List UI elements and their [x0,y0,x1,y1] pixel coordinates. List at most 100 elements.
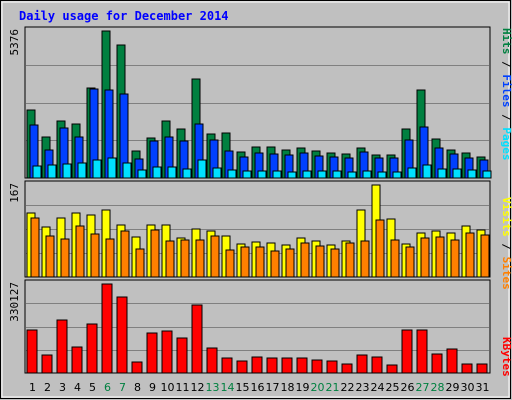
bar-kbytes-day-21 [326,360,338,374]
bar-pages-day-30 [467,169,477,179]
bar-sites-day-13 [210,235,220,278]
bar-pages-day-21 [332,170,342,179]
bar-kbytes-day-5 [86,323,98,374]
bar-kbytes-day-28 [431,353,443,374]
bar-sites-day-21 [330,248,340,278]
bar-kbytes-day-17 [266,357,278,374]
bar-sites-day-20 [315,245,325,278]
bar-kbytes-day-30 [461,363,473,374]
day-label-3: 3 [59,381,66,394]
bar-pages-day-14 [227,169,237,179]
bar-pages-day-25 [392,171,402,179]
day-label-24: 24 [371,381,385,394]
bar-sites-day-11 [180,239,190,278]
bar-pages-day-12 [197,159,207,179]
legend-item-pages: Pages [500,127,512,160]
day-label-9: 9 [149,381,156,394]
bar-kbytes-day-24 [371,356,383,374]
bar-sites-day-27 [420,237,430,278]
bar-pages-day-17 [272,170,282,179]
bar-pages-day-13 [212,167,222,179]
day-label-23: 23 [356,381,370,394]
bar-kbytes-day-18 [281,357,293,374]
day-label-29: 29 [446,381,460,394]
day-label-22: 22 [341,381,355,394]
legend-visits: Visits / Sites [500,197,512,290]
bar-sites-day-30 [465,232,475,278]
bar-sites-day-8 [135,248,145,278]
legend-separator: / [500,108,512,128]
day-label-20: 20 [311,381,325,394]
bar-kbytes-day-10 [161,330,173,374]
ymax-label-hits: 5376 [8,29,21,56]
bar-sites-day-4 [75,225,85,278]
bar-kbytes-day-19 [296,357,308,374]
bar-pages-day-24 [377,171,387,179]
bar-pages-day-6 [107,157,117,179]
day-label-6: 6 [104,381,111,394]
legend-separator: / [500,55,512,75]
bar-kbytes-day-12 [191,304,203,374]
legend-kbytes: KBytes [500,337,512,377]
bar-sites-day-23 [360,240,370,278]
bar-kbytes-day-25 [386,364,398,374]
bar-kbytes-day-8 [131,361,143,374]
bar-kbytes-day-6 [101,283,113,374]
bar-kbytes-day-29 [446,348,458,374]
bar-sites-day-15 [240,246,250,278]
bar-pages-day-19 [302,170,312,179]
day-label-8: 8 [134,381,141,394]
bar-kbytes-day-13 [206,347,218,374]
bar-pages-day-23 [362,170,372,179]
chart-title: Daily usage for December 2014 [19,9,229,23]
bar-kbytes-day-1 [26,329,38,374]
bar-kbytes-day-11 [176,337,188,374]
legend-item-files: Files [500,74,512,107]
day-label-1: 1 [29,381,36,394]
bar-sites-day-7 [120,230,130,278]
day-label-12: 12 [191,381,205,394]
bar-pages-day-5 [92,159,102,179]
day-label-2: 2 [44,381,51,394]
bar-kbytes-day-26 [401,329,413,374]
day-label-21: 21 [326,381,340,394]
day-label-10: 10 [161,381,175,394]
day-label-4: 4 [74,381,81,394]
bar-pages-day-31 [482,170,492,179]
day-label-25: 25 [386,381,400,394]
day-label-16: 16 [251,381,265,394]
bar-kbytes-day-14 [221,357,233,374]
bar-pages-day-11 [182,168,192,179]
bar-pages-day-27 [422,164,432,179]
day-label-28: 28 [431,381,445,394]
bar-sites-day-3 [60,238,70,278]
bar-sites-day-2 [45,235,55,278]
bar-sites-day-26 [405,246,415,278]
day-label-7: 7 [119,381,126,394]
day-label-17: 17 [266,381,280,394]
day-label-27: 27 [416,381,430,394]
day-label-13: 13 [206,381,220,394]
bar-pages-day-1 [32,165,42,179]
bar-kbytes-day-3 [56,319,68,374]
bar-pages-day-22 [347,171,357,179]
bar-sites-day-25 [390,239,400,278]
bar-sites-day-5 [90,233,100,278]
bar-kbytes-day-22 [341,363,353,374]
legend-separator: / [500,237,512,257]
bar-pages-day-18 [287,171,297,179]
bar-kbytes-day-7 [116,296,128,374]
bar-kbytes-day-4 [71,346,83,374]
bar-kbytes-day-2 [41,354,53,374]
ymax-label-visits: 167 [8,183,21,203]
bar-kbytes-day-23 [356,354,368,374]
legend-item-sites: Sites [500,257,512,290]
bar-sites-day-16 [255,246,265,278]
day-label-18: 18 [281,381,295,394]
bar-pages-day-20 [317,170,327,179]
bar-kbytes-day-20 [311,359,323,374]
bar-sites-day-1 [30,217,40,278]
